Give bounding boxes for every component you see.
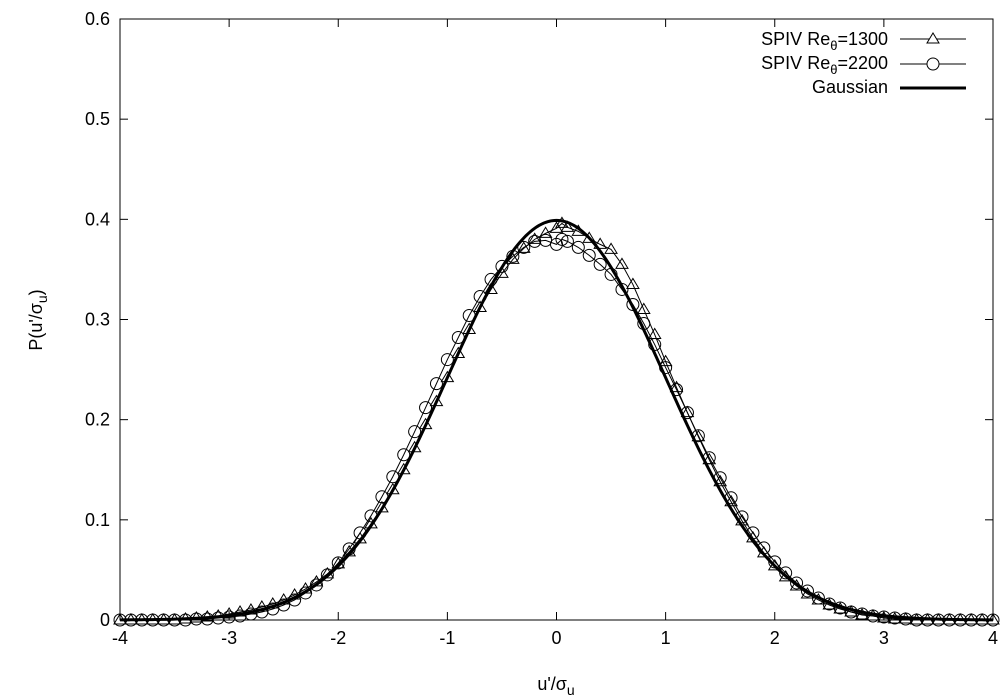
circle-point <box>571 240 585 254</box>
circle-point <box>528 234 542 248</box>
triangle-point <box>505 252 520 264</box>
plot-frame <box>119 18 994 621</box>
triangle-point <box>429 394 444 407</box>
circle-point <box>800 584 814 598</box>
triangle-point <box>516 241 531 253</box>
x-tick-label: -4 <box>112 628 128 648</box>
triangle-point <box>473 300 487 312</box>
legend-triangle-marker <box>926 32 940 44</box>
circle-point <box>419 401 433 415</box>
series-1 <box>113 232 1000 627</box>
circle-point <box>811 591 825 605</box>
circle-point <box>779 566 793 580</box>
y-tick-labels: 0 0.1 0.2 0.3 0.4 0.5 0.6 <box>85 9 110 630</box>
y-axis-label: P(u'/σu) <box>26 289 50 350</box>
circle-point <box>582 248 596 262</box>
legend-label: SPIV Reθ=2200 <box>761 53 888 77</box>
circle-point <box>560 234 574 248</box>
y-tick-label: 0.3 <box>85 310 110 330</box>
x-tick-label: -1 <box>439 628 455 648</box>
triangle-point <box>680 405 695 418</box>
x-tick-label: 2 <box>770 628 780 648</box>
triangle-point <box>265 597 280 609</box>
triangle-point <box>691 429 706 442</box>
triangle-point <box>385 482 400 495</box>
circle-point <box>331 556 345 570</box>
triangle-point <box>527 232 542 244</box>
x-tick-label: 0 <box>551 628 561 648</box>
triangle-point <box>440 370 455 383</box>
y-tick-label: 0 <box>100 610 110 630</box>
legend-entry-spiv-2200: SPIV Reθ=2200 <box>761 53 966 77</box>
circle-point <box>555 232 569 246</box>
series-2 <box>119 218 994 622</box>
triangle-point <box>713 474 728 487</box>
triangle-point <box>484 282 498 294</box>
y-tick-label: 0.4 <box>85 209 110 229</box>
triangle-point <box>538 226 553 238</box>
x-tick-label: 4 <box>988 628 998 648</box>
triangle-point <box>669 380 684 393</box>
circle-point <box>320 568 334 582</box>
circle-point <box>790 576 804 590</box>
circle-point <box>495 259 509 273</box>
x-tick-label: 3 <box>879 628 889 648</box>
legend-entry-gaussian: Gaussian <box>812 77 966 97</box>
series-line <box>119 218 994 622</box>
x-tick-label: 1 <box>661 628 671 648</box>
circle-point <box>517 240 531 254</box>
circle-point <box>309 578 323 592</box>
axis-ticks <box>119 18 994 621</box>
circle-point <box>429 377 443 391</box>
legend-entry-spiv-1300: SPIV Reθ=1300 <box>761 29 966 53</box>
triangle-point <box>451 346 466 359</box>
triangle-point <box>615 257 629 269</box>
triangle-point <box>396 462 411 475</box>
legend-label: Gaussian <box>812 77 888 97</box>
triangle-point <box>462 322 477 335</box>
triangle-point <box>582 231 597 243</box>
triangle-point <box>626 277 640 289</box>
series-line <box>120 222 993 621</box>
y-tick-label: 0.6 <box>85 9 110 29</box>
x-tick-label: -2 <box>330 628 346 648</box>
legend-circle-marker <box>926 57 940 71</box>
triangle-point <box>560 220 575 232</box>
circle-point <box>299 586 313 600</box>
triangle-point <box>593 237 608 249</box>
legend: SPIV Reθ=1300 SPIV Reθ=2200 Gaussian <box>761 29 966 97</box>
legend-label: SPIV Reθ=1300 <box>761 29 888 53</box>
triangle-point <box>222 607 237 619</box>
series-0 <box>113 216 1000 625</box>
circle-point <box>397 448 411 462</box>
triangle-point <box>604 242 618 254</box>
circle-point <box>408 425 422 439</box>
x-tick-labels: -4 -3 -2 -1 0 1 2 3 4 <box>112 628 998 648</box>
circle-point <box>593 257 607 271</box>
series-line <box>120 238 993 621</box>
triangle-point <box>724 494 738 507</box>
series-layer <box>113 216 1000 627</box>
triangle-point <box>636 302 651 314</box>
y-tick-label: 0.5 <box>85 109 110 129</box>
y-tick-label: 0.2 <box>85 410 110 430</box>
y-tick-label: 0.1 <box>85 510 110 530</box>
circle-point <box>440 353 454 367</box>
x-tick-label: -3 <box>221 628 237 648</box>
x-axis-label: u'/σu <box>537 674 574 698</box>
